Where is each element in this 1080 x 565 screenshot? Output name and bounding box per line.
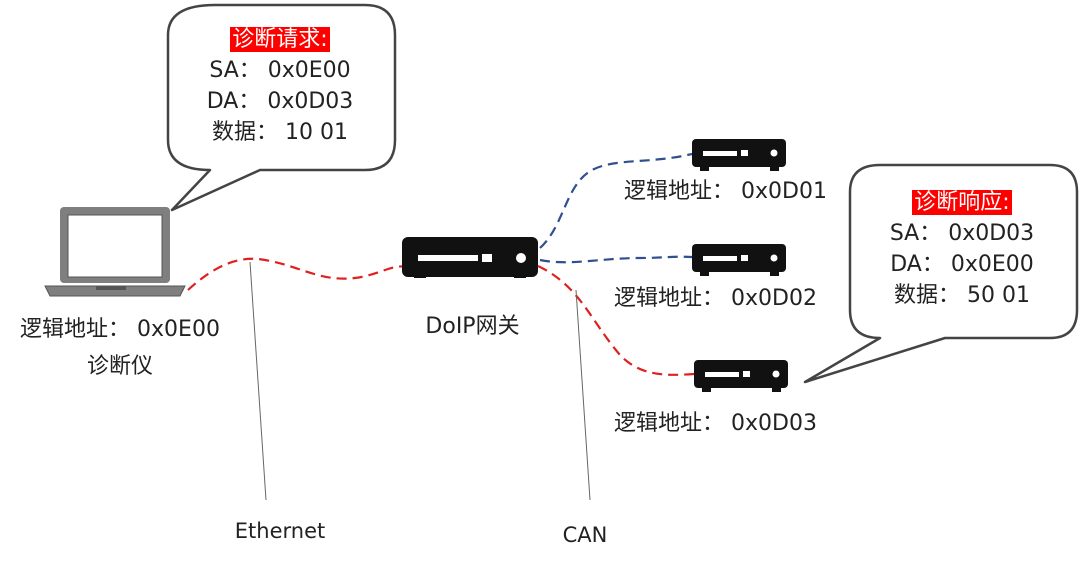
request-sa: SA： 0x0E00: [209, 58, 351, 83]
laptop-icon: [44, 207, 186, 297]
can-label: CAN: [562, 523, 608, 547]
ecu-address-0d01: 逻辑地址： 0x0D01: [624, 179, 827, 204]
response-da: DA： 0x0E00: [890, 252, 1034, 277]
response-payload: 数据： 50 01: [894, 283, 1030, 308]
request-payload: 数据： 10 01: [212, 120, 348, 145]
can-link-line-ecu3: [537, 265, 695, 376]
ethernet-label: Ethernet: [234, 519, 326, 543]
request-da: DA： 0x0D03: [206, 89, 354, 114]
response-sa: SA： 0x0D03: [889, 221, 1035, 246]
ethernet-leader-line: [249, 261, 267, 501]
response-bubble: 诊断响应: SA： 0x0D03 DA： 0x0E00 数据： 50 01: [862, 187, 1062, 311]
tester-address: 逻辑地址： 0x0E00: [20, 317, 220, 342]
tester-name: 诊断仪: [86, 354, 153, 379]
response-title: 诊断响应:: [912, 190, 1012, 215]
can-link-line-ecu2: [539, 255, 693, 264]
can-link-line-ecu1: [539, 152, 693, 249]
can-leader-line: [575, 289, 591, 501]
request-bubble: 诊断请求: SA： 0x0E00 DA： 0x0D03 数据： 10 01: [180, 24, 380, 148]
request-bubble-shape: [166, 3, 397, 212]
ecu-address-0d03: 逻辑地址： 0x0D03: [614, 411, 817, 436]
ecu-device-icon: [692, 139, 786, 171]
gateway-device-icon: [402, 237, 538, 278]
gateway-label: DoIP网关: [425, 314, 520, 339]
request-title: 诊断请求:: [230, 27, 330, 52]
ecu-device-icon: [692, 244, 786, 276]
response-bubble-shape: [803, 163, 1079, 384]
ethernet-link-line: [187, 257, 411, 291]
ecu-device-icon: [694, 360, 788, 392]
ecu-address-0d02: 逻辑地址： 0x0D02: [614, 286, 817, 311]
